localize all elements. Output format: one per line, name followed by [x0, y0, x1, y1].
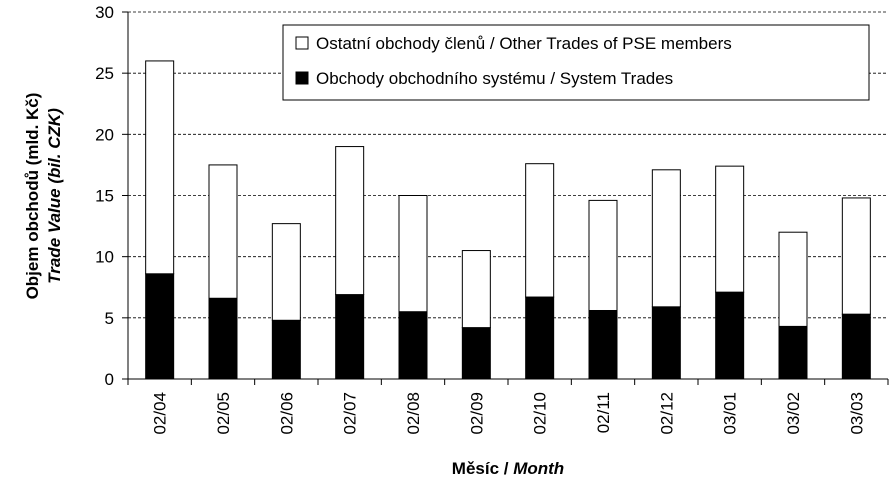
bar-segment	[461, 250, 491, 329]
x-tick-label: 02/06	[277, 392, 296, 435]
bar-segment	[651, 169, 681, 308]
bar-segment	[461, 327, 491, 380]
bar-segment	[208, 164, 238, 299]
bar-segment	[715, 291, 745, 380]
legend-label: Obchody obchodního systému / System Trad…	[316, 69, 673, 88]
bar-segment	[588, 309, 618, 380]
bar-segment	[335, 146, 365, 296]
legend-box	[282, 24, 870, 101]
bar-segment	[145, 273, 175, 380]
legend-swatch	[295, 36, 309, 50]
y-tick-label: 25	[95, 64, 114, 83]
y-axis-title: Trade Value (bil. CZK)	[45, 108, 64, 284]
x-axis-title-part: Měsíc /	[452, 459, 509, 478]
x-tick-label: 03/02	[784, 392, 803, 435]
x-tick-label: 02/05	[214, 392, 233, 435]
bar-segment	[208, 297, 238, 380]
x-tick-label: 02/07	[341, 392, 360, 435]
x-tick-label: 03/01	[721, 392, 740, 435]
bar-segment	[588, 199, 618, 311]
x-tick-label: 02/04	[151, 392, 170, 435]
bar-segment	[715, 165, 745, 293]
bar-segment	[271, 319, 301, 380]
x-tick-label: 02/08	[404, 392, 423, 435]
bar-segment	[651, 306, 681, 380]
x-axis-title: Měsíc / Month	[452, 459, 564, 478]
y-tick-label: 15	[95, 187, 114, 206]
bar-segment	[778, 325, 808, 380]
bar-segment	[841, 313, 871, 380]
bar-segment	[271, 223, 301, 321]
x-tick-label: 02/09	[467, 392, 486, 435]
legend-label: Ostatní obchody členů / Other Trades of …	[316, 34, 732, 53]
bar-segment	[145, 60, 175, 275]
x-tick-label: 03/03	[847, 392, 866, 435]
bar-segment	[398, 311, 428, 380]
x-axis-title-part: Month	[513, 459, 564, 478]
y-tick-label: 30	[95, 3, 114, 22]
x-tick-label: 02/12	[657, 392, 676, 435]
y-tick-label: 5	[105, 309, 114, 328]
x-tick-label: 02/10	[531, 392, 550, 435]
bar-segment	[525, 296, 555, 380]
y-tick-label: 0	[105, 370, 114, 389]
bar-segment	[525, 163, 555, 298]
y-tick-label: 10	[95, 248, 114, 267]
y-axis-title: Objem obchodů (mld. Kč)	[23, 93, 42, 300]
bar-segment	[778, 231, 808, 327]
y-tick-label: 20	[95, 125, 114, 144]
legend-swatch	[295, 71, 309, 85]
bar-segment	[335, 294, 365, 380]
bar-segment	[398, 195, 428, 313]
x-tick-label: 02/11	[594, 392, 613, 433]
bar-segment	[841, 197, 871, 315]
